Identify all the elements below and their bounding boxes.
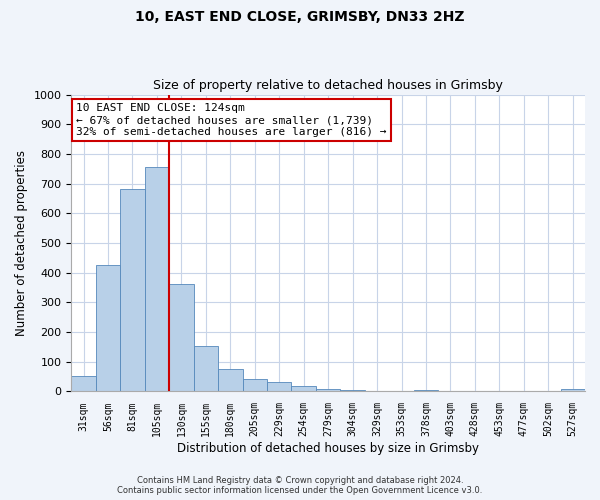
Text: Contains HM Land Registry data © Crown copyright and database right 2024.
Contai: Contains HM Land Registry data © Crown c… xyxy=(118,476,482,495)
Bar xyxy=(267,382,292,392)
Bar xyxy=(120,189,145,392)
Text: 10 EAST END CLOSE: 124sqm
← 67% of detached houses are smaller (1,739)
32% of se: 10 EAST END CLOSE: 124sqm ← 67% of detac… xyxy=(76,104,387,136)
Bar xyxy=(218,369,242,392)
Bar xyxy=(292,386,316,392)
Y-axis label: Number of detached properties: Number of detached properties xyxy=(15,150,28,336)
Bar xyxy=(316,388,340,392)
Text: 10, EAST END CLOSE, GRIMSBY, DN33 2HZ: 10, EAST END CLOSE, GRIMSBY, DN33 2HZ xyxy=(135,10,465,24)
Bar xyxy=(560,389,585,392)
Bar xyxy=(169,284,194,392)
Bar xyxy=(71,376,96,392)
Title: Size of property relative to detached houses in Grimsby: Size of property relative to detached ho… xyxy=(153,79,503,92)
Bar xyxy=(194,346,218,392)
Bar xyxy=(340,390,365,392)
Bar xyxy=(414,390,438,392)
Bar xyxy=(96,266,120,392)
Bar xyxy=(145,166,169,392)
X-axis label: Distribution of detached houses by size in Grimsby: Distribution of detached houses by size … xyxy=(177,442,479,455)
Bar xyxy=(242,379,267,392)
